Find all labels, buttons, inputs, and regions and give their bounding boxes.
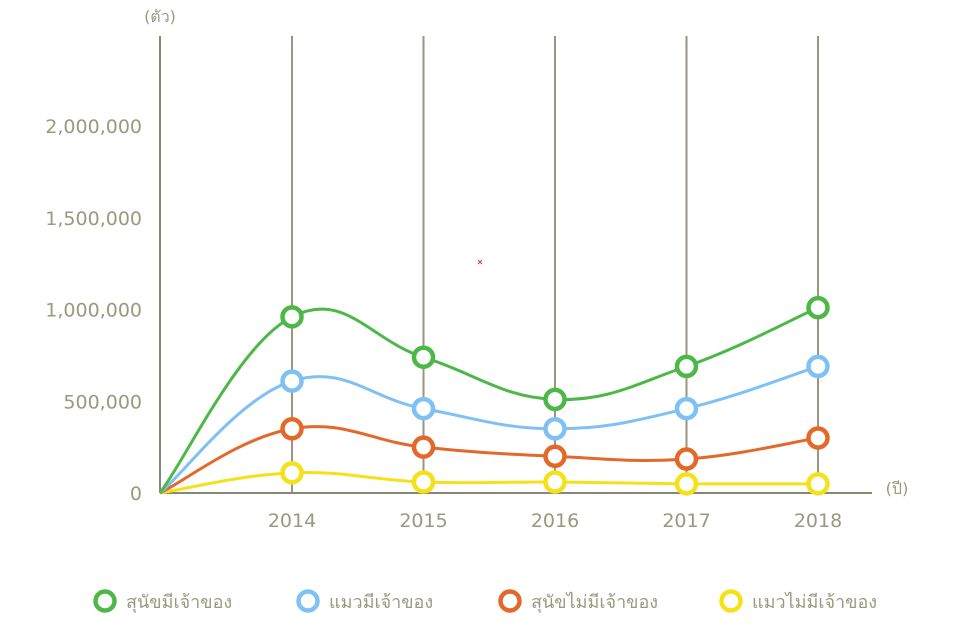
legend-label: แมวไม่มีเจ้าของ (752, 591, 877, 613)
series-line (159, 470, 819, 495)
axes: (ตัว) (ปี) (144, 7, 908, 498)
data-point (280, 369, 304, 393)
data-point (411, 345, 436, 369)
data-point (280, 461, 304, 485)
data-point (674, 472, 699, 496)
series (158, 295, 830, 496)
data-point (806, 295, 830, 320)
legend-marker (296, 589, 320, 613)
legend-item: แมวมีเจ้าของ (296, 589, 433, 613)
series-line (159, 364, 819, 495)
legend-label: สุนัขมีเจ้าของ (126, 592, 232, 613)
x-tick-label: 2014 (268, 510, 316, 532)
x-tick-labels: 2014 2015 2016 2017 2018 (268, 510, 842, 532)
legend-item: แมวไม่มีเจ้าของ (719, 589, 877, 613)
x-tick-label: 2017 (662, 510, 710, 532)
legend-label: สุนัขไม่มีเจ้าของ (531, 591, 658, 613)
data-point (674, 354, 699, 379)
data-point (543, 470, 567, 494)
legend: สุนัขมีเจ้าของ แมวมีเจ้าของ สุนัขไม่มีเจ้า… (93, 589, 877, 613)
data-point (411, 435, 436, 459)
legend-item: สุนัขมีเจ้าของ (93, 589, 232, 613)
data-point (674, 396, 699, 421)
data-point (280, 417, 304, 441)
y-axis-unit-label: (ตัว) (144, 7, 176, 26)
data-point (280, 305, 304, 329)
stray-marker (477, 259, 483, 265)
x-tick-label: 2015 (399, 510, 447, 532)
x-tick-label: 2016 (531, 510, 579, 532)
legend-label: แมวมีเจ้าของ (329, 592, 433, 613)
x-axis-unit-label: (ปี) (886, 479, 909, 498)
y-tick-label: 1,000,000 (45, 300, 142, 322)
data-point (806, 354, 830, 379)
legend-marker (719, 589, 743, 613)
legend-marker (498, 589, 522, 613)
data-point (411, 396, 436, 421)
y-tick-label: 2,000,000 (45, 116, 142, 138)
data-point (674, 447, 699, 471)
legend-item: สุนัขไม่มีเจ้าของ (498, 589, 658, 613)
legend-marker (93, 589, 117, 613)
data-point (543, 387, 567, 412)
data-point (411, 470, 436, 494)
data-point (543, 444, 567, 469)
data-point (806, 426, 830, 450)
data-point (543, 417, 567, 441)
y-tick-label: 1,500,000 (45, 208, 142, 230)
y-tick-label: 0 (130, 483, 142, 505)
data-point (806, 472, 830, 496)
y-tick-label: 500,000 (63, 391, 142, 413)
x-tick-label: 2018 (794, 510, 842, 532)
series-line (158, 306, 819, 494)
series-line (159, 425, 819, 495)
y-tick-labels: 0 500,000 1,000,000 1,500,000 2,000,000 (45, 116, 142, 505)
